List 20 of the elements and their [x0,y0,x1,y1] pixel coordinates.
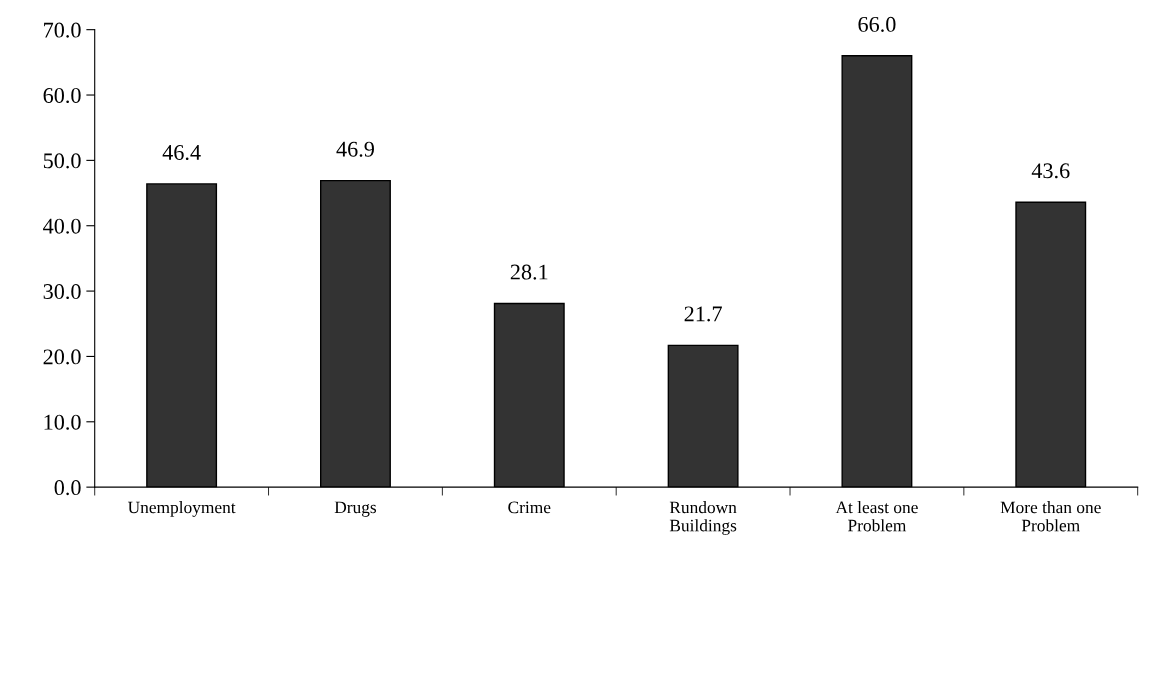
y-tick-label: 30.0 [43,284,81,300]
data-label: 66.0 [858,16,896,32]
y-tick-label: 10.0 [44,414,81,430]
x-tick-label: Unemployment [127,501,236,517]
data-label: 46.4 [162,145,201,161]
x-tick-label: Crime [508,501,551,514]
data-label: 21.7 [684,306,722,322]
y-tick-label: 40.0 [43,218,81,234]
data-label: 43.6 [1031,163,1070,179]
x-tick-label: Rundown Buildings [669,501,737,535]
data-label: 46.9 [336,141,374,157]
y-tick-label: 50.0 [43,153,81,169]
data-label: 28.1 [510,264,548,280]
y-tick-label: 70.0 [44,22,81,38]
y-tick-label: 0.0 [54,480,81,496]
y-tick-label: 60.0 [43,87,81,104]
y-tick-label: 20.0 [43,349,81,365]
x-tick-label: Drugs [334,501,377,517]
x-tick-label: At least one Problem [835,501,918,532]
x-tick-label: More than one Problem [1000,501,1101,532]
